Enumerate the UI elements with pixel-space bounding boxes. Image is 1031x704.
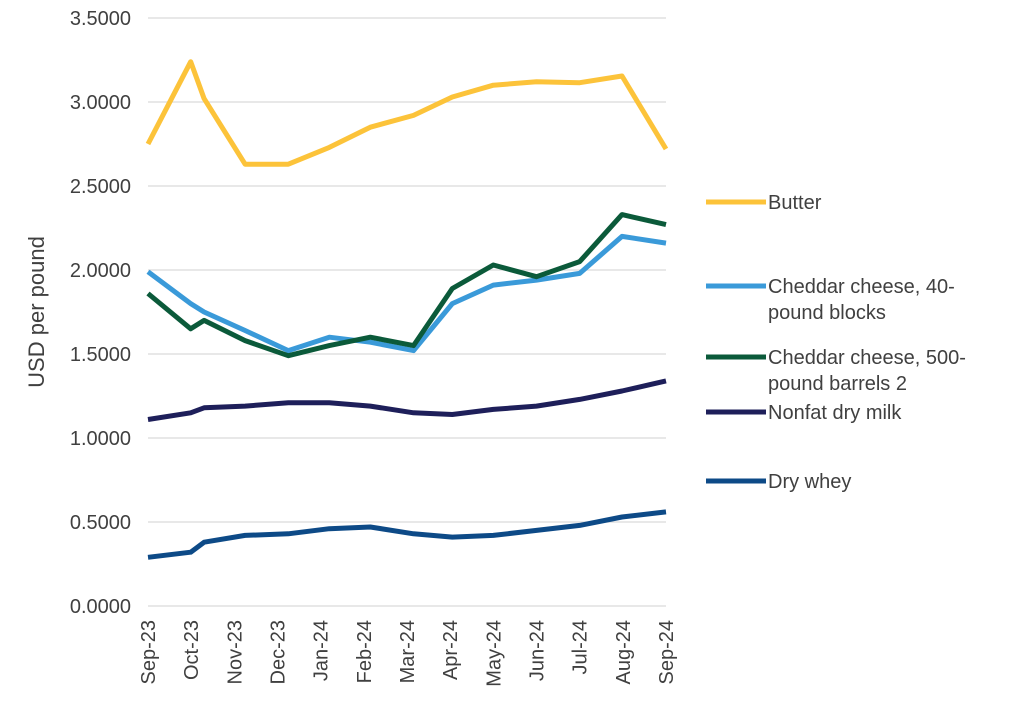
x-tick-label: Sep-23 bbox=[138, 620, 160, 685]
legend-label: Cheddar cheese, 40- bbox=[768, 276, 955, 298]
x-tick-label: Jun-24 bbox=[527, 620, 549, 681]
legend-item: Cheddar cheese, 500- pound barrels 2 bbox=[706, 347, 966, 395]
legend-label: pound blocks bbox=[768, 302, 886, 324]
x-tick-label: Oct-23 bbox=[181, 620, 203, 680]
series-line-cheddar-cheese-500-pound-barrels-2 bbox=[146, 212, 667, 359]
y-tick-label: 1.0000 bbox=[70, 428, 131, 450]
legend-label: pound barrels 2 bbox=[768, 373, 907, 395]
y-tick-label: 2.5000 bbox=[70, 176, 131, 198]
legend-label: Dry whey bbox=[768, 471, 851, 493]
axis-layer: 0.0000 0.5000 1.0000 1.5000 2.0000 2.5000 3.00… bbox=[70, 8, 678, 687]
legend-label: Cheddar cheese, 500- bbox=[768, 347, 966, 369]
y-tick-label: 0.5000 bbox=[70, 512, 131, 534]
legend-item: Nonfat dry milk bbox=[706, 402, 902, 424]
grid-layer bbox=[148, 17, 666, 607]
legend-item: Cheddar cheese, 40- pound blocks bbox=[706, 276, 955, 324]
legend-item: Dry whey bbox=[706, 471, 851, 493]
legend-item: Butter bbox=[706, 192, 822, 214]
y-tick-label: 0.0000 bbox=[70, 596, 131, 618]
y-axis-label: USD per pound bbox=[24, 236, 49, 388]
x-tick-label: Jan-24 bbox=[311, 620, 333, 681]
series-layer bbox=[145, 59, 669, 560]
x-tick-label: Apr-24 bbox=[440, 620, 462, 680]
series-line-cheddar-cheese-40-pound-blocks bbox=[146, 233, 667, 354]
y-tick-label: 2.0000 bbox=[70, 260, 131, 282]
x-tick-label: Feb-24 bbox=[354, 620, 376, 683]
x-tick-label: Jul-24 bbox=[570, 620, 592, 674]
y-tick-label: 3.5000 bbox=[70, 8, 131, 30]
series-line-butter bbox=[145, 59, 669, 167]
x-tick-label: Dec-23 bbox=[268, 620, 290, 684]
x-tick-label: Aug-24 bbox=[613, 620, 635, 685]
x-tick-label: Sep-24 bbox=[656, 620, 678, 685]
x-tick-label: May-24 bbox=[483, 620, 505, 687]
series-line-nonfat-dry-milk bbox=[147, 378, 667, 422]
y-tick-label: 1.5000 bbox=[70, 344, 131, 366]
x-tick-label: Mar-24 bbox=[397, 620, 419, 683]
x-tick-label: Nov-23 bbox=[224, 620, 246, 684]
legend-label: Butter bbox=[768, 192, 822, 214]
y-tick-label: 3.0000 bbox=[70, 92, 131, 114]
series-line-dry-whey bbox=[147, 509, 667, 560]
legend-label: Nonfat dry milk bbox=[768, 402, 902, 424]
